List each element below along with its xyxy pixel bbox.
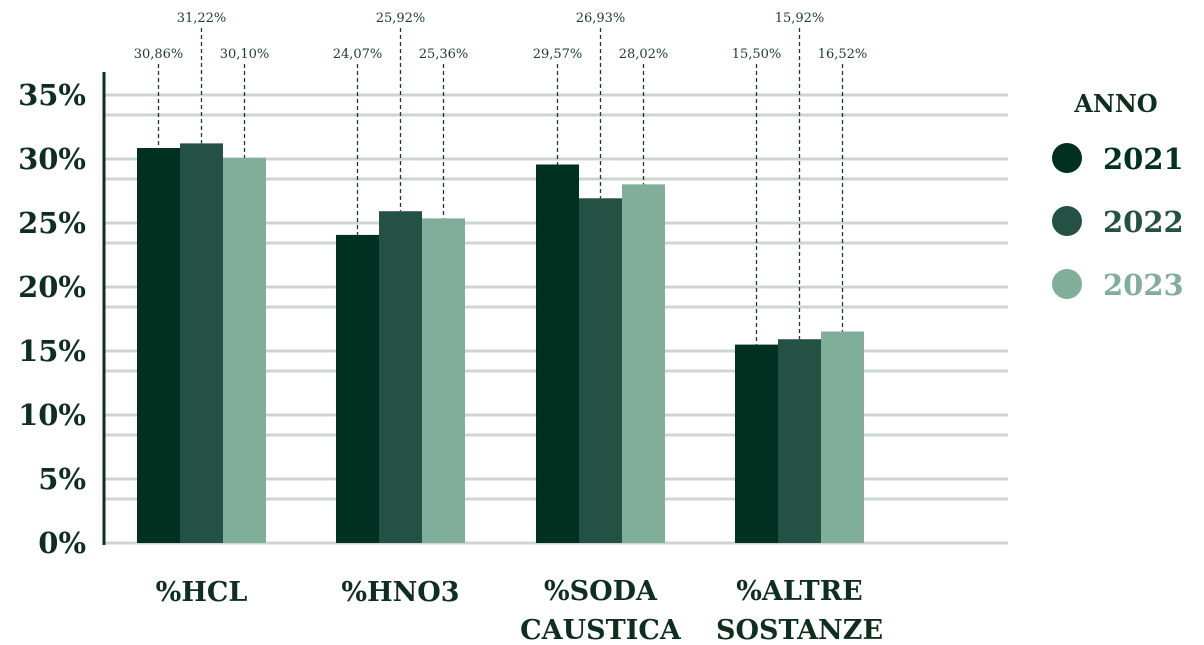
legend-label-2021: 2021 xyxy=(1103,142,1184,176)
y-axis: 0% 5% 10% 15% 20% 25% 30% 35% xyxy=(18,72,106,560)
data-label: 31,22% xyxy=(177,11,227,26)
data-label: 25,92% xyxy=(376,11,426,26)
y-tick-label: 5% xyxy=(38,462,86,496)
label-leaders xyxy=(157,28,844,345)
category-label: %HNO3 xyxy=(341,577,459,608)
category-label: %SODA xyxy=(544,576,658,607)
bar-2022 xyxy=(379,211,422,543)
y-tick-label: 15% xyxy=(18,334,86,368)
data-labels: 30,86% 31,22% 30,10% 24,07% 25,92% 25,36% 29,5… xyxy=(134,11,868,62)
data-label: 15,92% xyxy=(775,11,825,26)
data-label: 29,57% xyxy=(533,47,583,62)
data-label: 26,93% xyxy=(576,11,626,26)
bar-2022 xyxy=(579,198,622,543)
bar-2021 xyxy=(735,344,778,543)
category-label: SOSTANZE xyxy=(716,615,883,645)
bar-2021 xyxy=(336,234,379,544)
legend-label-2023: 2023 xyxy=(1103,268,1184,302)
y-tick-label: 30% xyxy=(18,142,86,176)
y-tick-label: 0% xyxy=(38,526,86,560)
bar-2021 xyxy=(536,164,579,543)
bar-2023 xyxy=(622,184,665,543)
data-label: 28,02% xyxy=(619,47,669,62)
category-label: %ALTRE xyxy=(736,576,863,607)
data-label: 30,10% xyxy=(220,47,270,62)
bar-2023 xyxy=(422,218,465,543)
category-labels: %HCL %HNO3 %SODA CAUSTICA %ALTRE SOSTANZE xyxy=(156,576,883,645)
y-tick-label: 35% xyxy=(18,78,86,112)
legend-swatch-2022 xyxy=(1052,206,1082,236)
legend-title: ANNO xyxy=(1073,89,1157,118)
legend-label-2022: 2022 xyxy=(1103,205,1184,239)
bars xyxy=(137,143,864,544)
data-label: 25,36% xyxy=(419,47,469,62)
bar-2022 xyxy=(180,143,223,543)
category-label: CAUSTICA xyxy=(520,615,682,645)
bar-2021 xyxy=(137,147,180,543)
y-tick-label: 25% xyxy=(18,206,86,240)
category-label: %HCL xyxy=(156,577,248,608)
bar-2023 xyxy=(821,331,864,543)
bar-2023 xyxy=(223,157,266,543)
bar-2022 xyxy=(778,339,821,543)
data-label: 16,52% xyxy=(818,47,868,62)
data-label: 15,50% xyxy=(732,47,782,62)
legend-swatch-2021 xyxy=(1052,143,1082,173)
y-tick-label: 20% xyxy=(18,270,86,304)
y-tick-label: 10% xyxy=(18,398,86,432)
legend-swatch-2023 xyxy=(1052,269,1082,299)
data-label: 30,86% xyxy=(134,47,184,62)
legend: ANNO 2021 2022 2023 xyxy=(1052,89,1184,302)
data-label: 24,07% xyxy=(333,47,383,62)
